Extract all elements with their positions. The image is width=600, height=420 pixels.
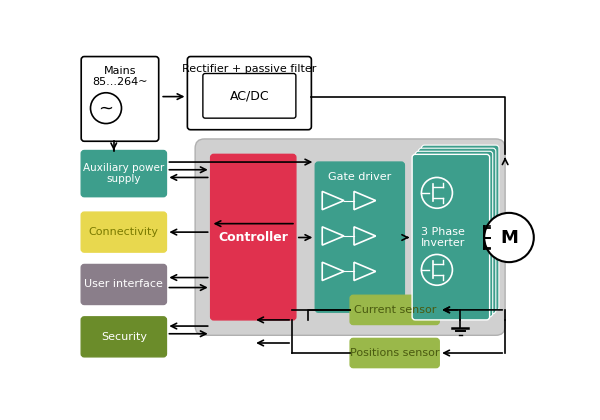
FancyBboxPatch shape [195,139,505,335]
Circle shape [484,213,534,262]
Text: Connectivity: Connectivity [89,227,159,237]
Text: Controller: Controller [218,231,288,244]
FancyBboxPatch shape [350,339,439,368]
FancyBboxPatch shape [81,150,166,197]
FancyBboxPatch shape [350,295,439,325]
FancyBboxPatch shape [418,148,496,314]
Text: Auxiliary power
supply: Auxiliary power supply [83,163,164,184]
Text: M: M [500,228,518,247]
FancyBboxPatch shape [315,162,404,312]
Text: Mains
85...264~: Mains 85...264~ [92,66,148,87]
Text: ~: ~ [98,99,113,117]
FancyBboxPatch shape [421,145,499,311]
Text: Security: Security [101,332,147,342]
Text: Gate driver: Gate driver [328,172,391,182]
Text: 3 Phase
Inverter: 3 Phase Inverter [421,227,466,248]
FancyBboxPatch shape [81,212,166,252]
Text: User interface: User interface [85,279,163,289]
FancyBboxPatch shape [415,151,493,317]
FancyBboxPatch shape [81,57,158,141]
FancyBboxPatch shape [412,155,490,320]
FancyBboxPatch shape [211,155,296,320]
FancyBboxPatch shape [81,265,166,304]
Text: Rectifier + passive filter: Rectifier + passive filter [182,64,317,74]
Text: Current sensor: Current sensor [354,305,436,315]
FancyBboxPatch shape [81,317,166,357]
Text: AC/DC: AC/DC [230,89,269,102]
Text: Positions sensor: Positions sensor [350,348,440,358]
FancyBboxPatch shape [187,57,311,130]
FancyBboxPatch shape [203,74,296,118]
